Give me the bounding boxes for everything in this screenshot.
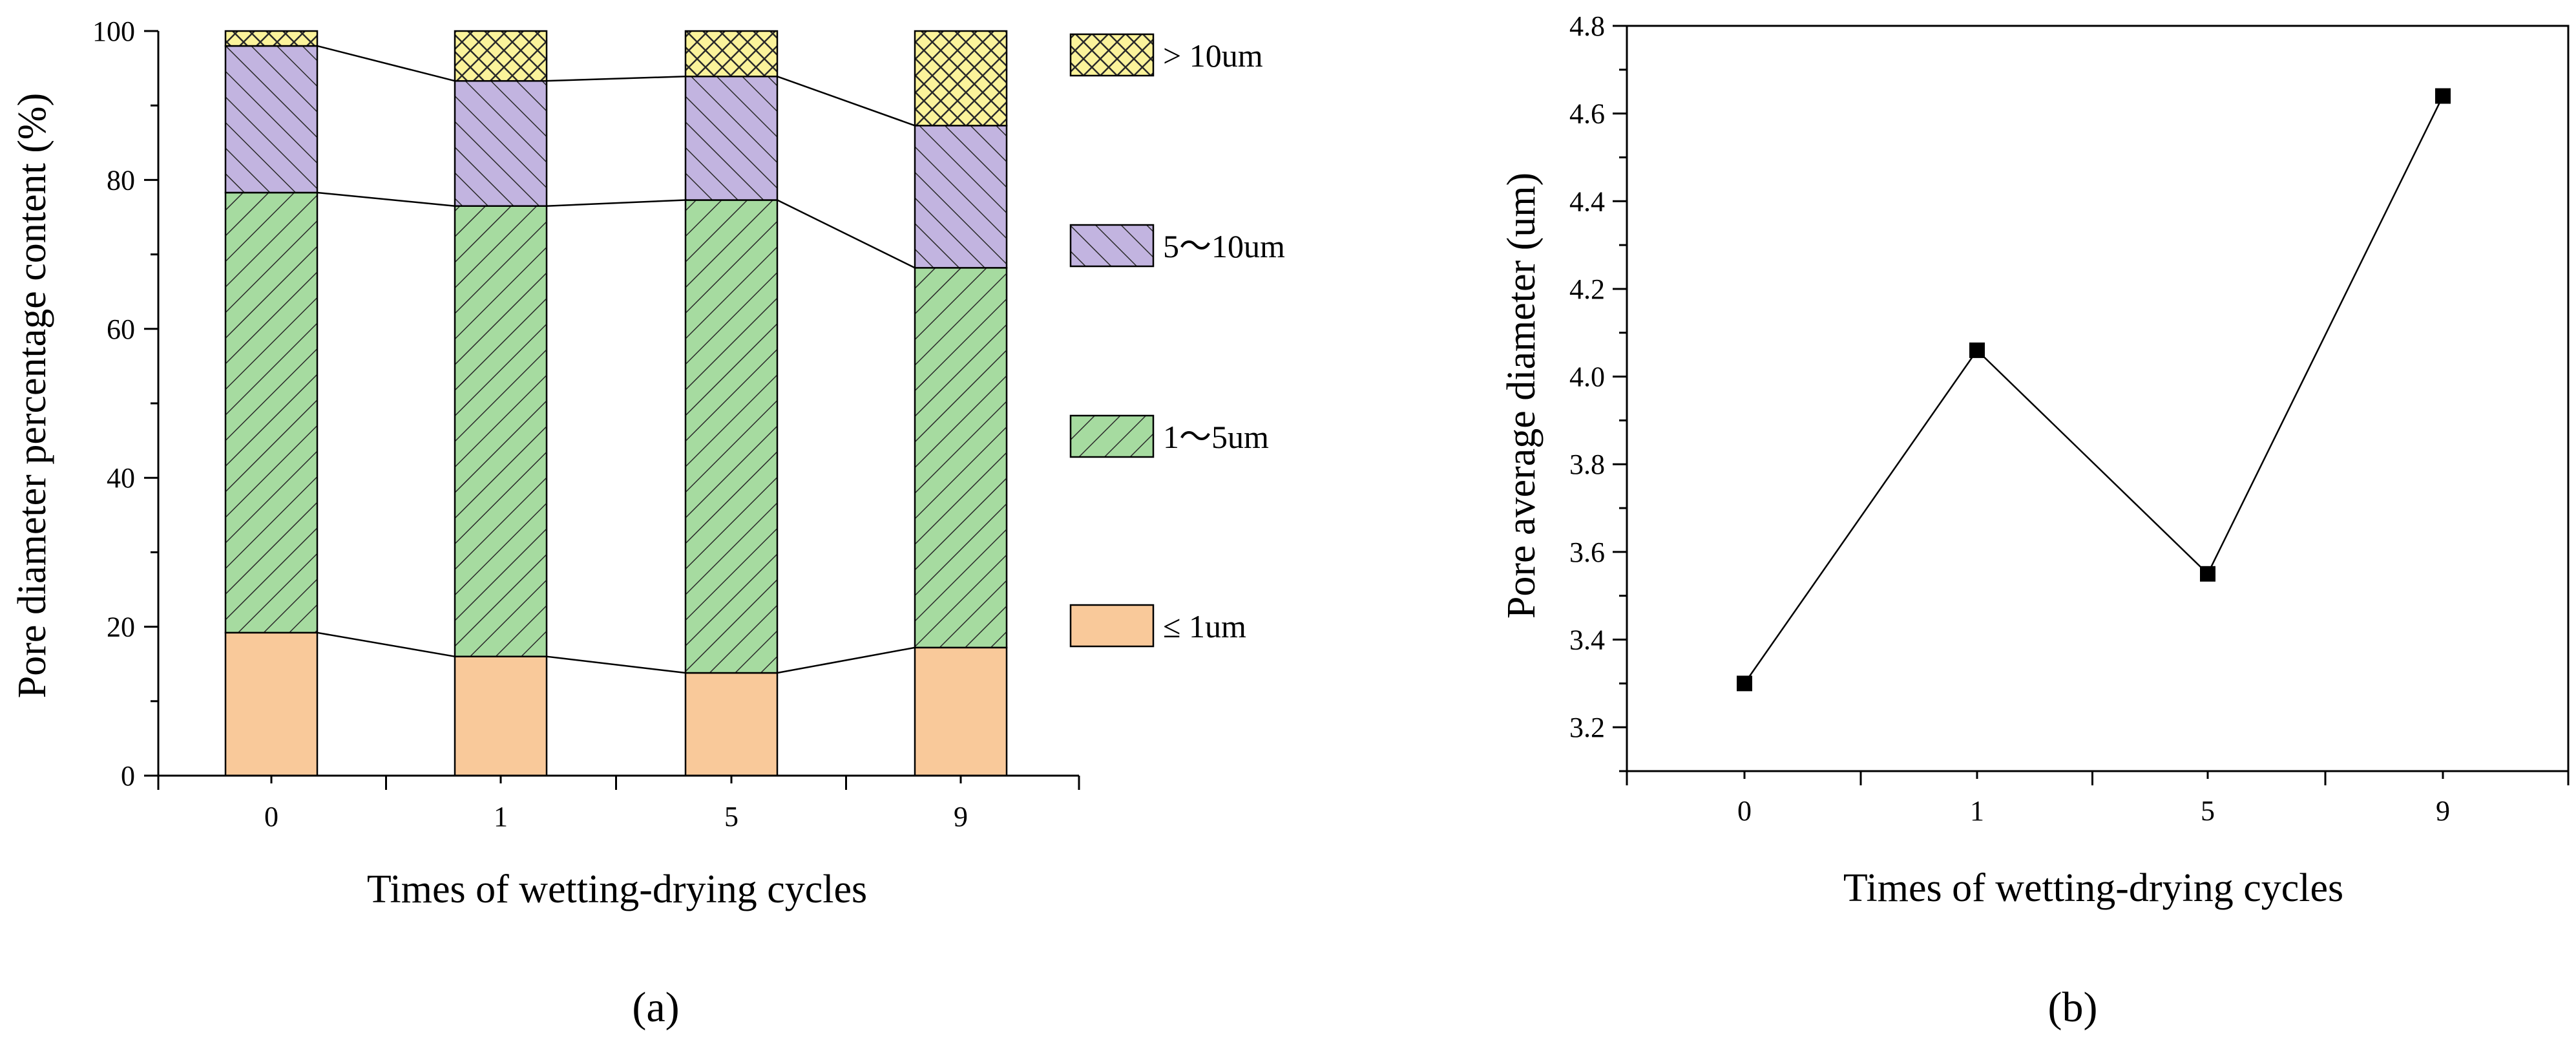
y-axis-ticks: 0 20 40 60 80 100	[92, 16, 158, 792]
bar-segment	[914, 267, 1008, 649]
y-axis-title: Pore diameter percentage content (%)	[10, 93, 54, 698]
legend-label: > 10um	[1163, 37, 1263, 74]
y-tick-label: 3.4	[1569, 624, 1605, 656]
bar-group	[224, 30, 1008, 777]
connector-line	[317, 632, 456, 657]
y-tick-label: 4.2	[1569, 273, 1605, 305]
line-chart: 3.2 3.4 3.6 3.8 4.0 4.2 4.4 4.6 4.8 0 1 5 9 Pore av…	[1500, 10, 2570, 1031]
y-tick-label: 3.8	[1569, 449, 1605, 480]
bar-segment	[224, 45, 319, 194]
bar-segment	[684, 199, 779, 674]
panel-label-a: (a)	[632, 984, 679, 1031]
connector-line	[546, 76, 686, 82]
data-points	[1737, 88, 2451, 692]
legend-label: 1～5um	[1163, 419, 1269, 455]
y-axis-ticks: 3.2 3.4 3.6 3.8 4.0 4.2 4.4 4.6 4.8	[1569, 10, 1627, 772]
y-tick-label: 40	[107, 462, 135, 494]
legend-swatch	[1069, 33, 1155, 77]
y-tick-label: 100	[92, 16, 135, 47]
legend-swatch	[1069, 604, 1155, 648]
x-tick-label: 0	[1737, 795, 1752, 827]
bar-segment	[914, 646, 1008, 777]
connector-line	[777, 199, 916, 269]
y-tick-label: 4.8	[1569, 10, 1605, 42]
x-tick-label: 5	[724, 801, 738, 833]
connector-line	[317, 45, 456, 82]
bar-segment	[454, 80, 548, 207]
bar-segment	[454, 30, 548, 82]
bar-segment	[684, 76, 779, 201]
data-point-marker	[2200, 566, 2215, 582]
y-tick-label: 0	[121, 760, 135, 792]
bar-segment	[454, 655, 548, 777]
connector-lines	[317, 45, 916, 674]
y-tick-label: 80	[107, 164, 135, 196]
legend-label: 5～10um	[1163, 228, 1285, 264]
data-point-marker	[1969, 342, 1985, 358]
bar-segment	[914, 30, 1008, 127]
y-tick-label: 4.0	[1569, 361, 1605, 393]
y-axis-title: Pore average diameter (um)	[1500, 173, 1544, 619]
data-point-marker	[2435, 88, 2451, 104]
data-point-marker	[1737, 675, 1752, 692]
axes-frame	[1626, 25, 2570, 772]
y-tick-label: 60	[107, 313, 135, 345]
x-axis-ticks: 0 1 5 9	[1626, 771, 2570, 827]
bar-segment	[684, 30, 779, 78]
connector-line	[546, 655, 686, 674]
x-axis-title: Times of wetting-drying cycles	[1843, 866, 2343, 910]
x-axis-ticks: 0 1 5 9	[157, 776, 1080, 833]
x-tick-label: 9	[954, 801, 968, 833]
legend-swatch	[1069, 414, 1155, 458]
x-tick-label: 1	[494, 801, 508, 833]
bar-segment	[454, 205, 548, 657]
legend-swatch	[1069, 224, 1155, 268]
bar-segment	[224, 30, 319, 47]
y-tick-label: 4.4	[1569, 186, 1605, 217]
bar-segment	[684, 672, 779, 777]
bar-segment	[224, 191, 319, 634]
panel-label-b: (b)	[2048, 984, 2098, 1031]
x-tick-label: 9	[2436, 795, 2450, 827]
plot-frame	[1626, 25, 2570, 772]
x-tick-label: 1	[1970, 795, 1984, 827]
connector-line	[777, 76, 916, 127]
y-tick-label: 3.2	[1569, 712, 1605, 743]
series-polyline	[1743, 95, 2444, 685]
y-tick-label: 3.6	[1569, 536, 1605, 568]
legend: > 10um 5～10um 1～5um ≤ 1um	[1069, 33, 1285, 648]
series-line	[1743, 95, 2444, 685]
connector-line	[546, 199, 686, 207]
y-tick-label: 4.6	[1569, 98, 1605, 130]
connector-line	[317, 191, 456, 207]
x-tick-label: 5	[2201, 795, 2215, 827]
y-tick-label: 20	[107, 611, 135, 643]
bar-segment	[914, 125, 1008, 269]
bar-segment	[224, 632, 319, 777]
x-tick-label: 0	[264, 801, 278, 833]
connector-line	[777, 646, 916, 674]
stacked-bar-chart: 0 20 40 60 80 100 0 1 5 9 Pore diameter percenta…	[10, 16, 1285, 1031]
x-axis-title: Times of wetting-drying cycles	[367, 867, 867, 911]
legend-label: ≤ 1um	[1163, 608, 1246, 644]
